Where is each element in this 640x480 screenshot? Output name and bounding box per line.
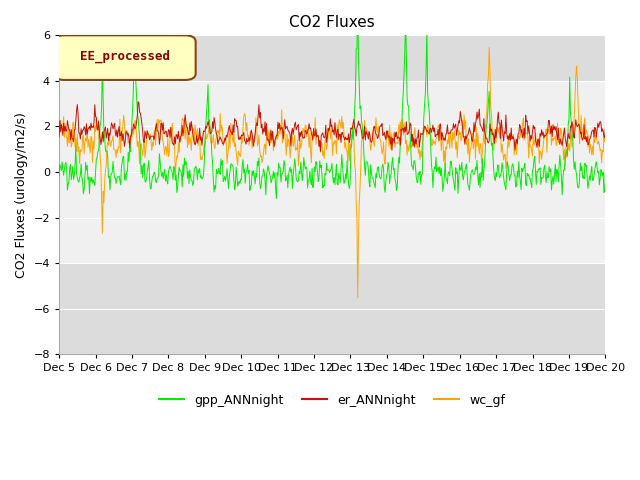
Title: CO2 Fluxes: CO2 Fluxes (289, 15, 375, 30)
Bar (59, 263, 605, 365)
Y-axis label: CO2 Fluxes (urology/m2/s): CO2 Fluxes (urology/m2/s) (15, 112, 28, 277)
Bar (59, 24, 605, 81)
Legend: gpp_ANNnight, er_ANNnight, wc_gf: gpp_ANNnight, er_ANNnight, wc_gf (154, 389, 511, 412)
Text: EE_processed: EE_processed (79, 49, 170, 63)
FancyBboxPatch shape (54, 36, 196, 80)
